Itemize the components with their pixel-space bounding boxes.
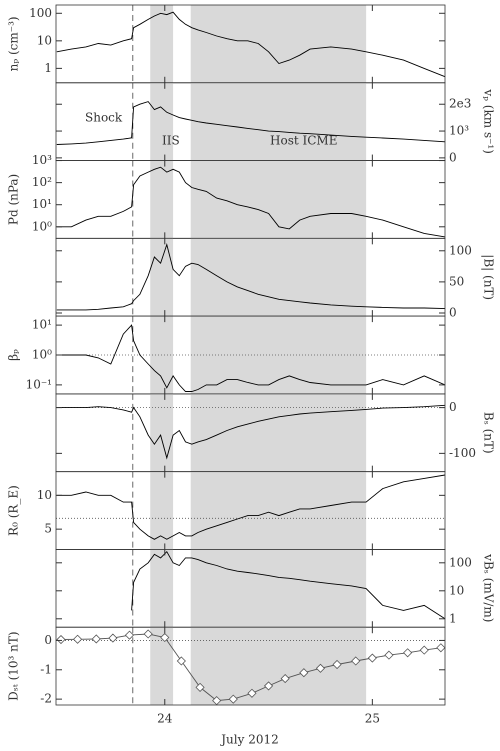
data-marker xyxy=(384,650,394,660)
y-tick-label: 50 xyxy=(449,274,464,288)
x-tick-label: 25 xyxy=(365,712,380,726)
y-tick-label: 100 xyxy=(449,243,472,257)
y-tick-label: 0 xyxy=(449,150,457,164)
y-tick-label: 100 xyxy=(449,555,472,569)
data-marker xyxy=(247,688,257,698)
annotation: Shock xyxy=(85,110,123,124)
data-line xyxy=(56,243,446,311)
y-axis-label: vBₛ (mV/m) xyxy=(482,553,496,622)
shaded-interval xyxy=(190,82,367,161)
data-line xyxy=(56,404,446,460)
data-marker xyxy=(436,643,446,653)
y-axis-label: Dₛₜ (10³ nT) xyxy=(7,631,21,700)
shaded-interval xyxy=(150,5,174,83)
data-marker xyxy=(332,659,342,670)
panel-frame xyxy=(55,626,446,706)
shaded-interval xyxy=(150,160,174,239)
y-tick-label: 10⁰ xyxy=(32,219,52,233)
shaded-interval xyxy=(190,5,367,83)
data-line xyxy=(131,550,446,620)
y-tick-label: 10 xyxy=(37,488,52,502)
annotation: IIS xyxy=(162,134,180,148)
data-marker xyxy=(176,656,186,666)
y-tick-label: 0 xyxy=(449,306,457,320)
y-axis-label: vₚ (km s⁻¹) xyxy=(482,88,496,154)
annotation: Host ICME xyxy=(270,134,337,148)
data-marker xyxy=(403,648,413,658)
data-marker xyxy=(124,630,135,640)
shaded-interval xyxy=(190,238,367,317)
data-marker xyxy=(108,633,118,643)
y-tick-label: 0 xyxy=(449,400,457,414)
data-line xyxy=(56,11,446,78)
y-tick-label: 10⁻¹ xyxy=(26,377,52,391)
data-marker xyxy=(299,668,309,678)
y-tick-label: 10⁰ xyxy=(32,348,52,362)
data-marker xyxy=(228,694,238,704)
shaded-interval xyxy=(150,82,174,161)
shaded-interval xyxy=(150,238,174,317)
data-marker xyxy=(143,629,153,639)
y-tick-label: 0 xyxy=(44,633,52,647)
y-tick-label: 100 xyxy=(29,6,52,20)
data-marker xyxy=(263,681,274,691)
y-tick-label: -2 xyxy=(40,692,52,706)
y-tick-label: 10³ xyxy=(449,124,469,138)
y-tick-label: 10³ xyxy=(32,153,52,167)
data-marker xyxy=(73,634,83,644)
y-tick-label: 10¹ xyxy=(32,197,52,211)
shaded-interval xyxy=(190,471,367,550)
data-marker xyxy=(419,645,429,655)
y-tick-label: -1 xyxy=(40,662,52,676)
data-marker xyxy=(351,656,361,666)
data-line xyxy=(56,324,446,392)
y-axis-label: |B| (nT) xyxy=(482,254,496,300)
shaded-interval xyxy=(150,549,174,628)
y-tick-label: -100 xyxy=(449,446,476,460)
y-axis-label: Bₛ (nT) xyxy=(482,412,496,454)
y-tick-label: 10 xyxy=(37,33,52,47)
data-marker xyxy=(212,696,222,706)
data-line xyxy=(56,166,446,238)
shaded-interval xyxy=(190,160,367,239)
y-axis-label: R₀ (R_E) xyxy=(7,485,21,536)
data-line xyxy=(56,101,446,145)
data-marker xyxy=(367,653,377,663)
y-axis-label: βₚ xyxy=(7,349,21,361)
shaded-interval xyxy=(190,393,367,472)
data-line xyxy=(56,474,446,540)
shaded-interval xyxy=(190,549,367,628)
y-tick-label: 10² xyxy=(32,175,52,189)
x-tick-label: 24 xyxy=(157,712,173,726)
shaded-interval xyxy=(150,627,174,705)
y-tick-label: 10¹ xyxy=(32,318,52,332)
data-marker xyxy=(315,663,326,673)
data-marker xyxy=(56,634,66,645)
y-tick-label: 1 xyxy=(44,61,52,75)
shaded-interval xyxy=(150,393,174,472)
shaded-interval xyxy=(150,471,174,550)
data-marker xyxy=(160,632,170,643)
y-tick-label: 10 xyxy=(449,583,464,597)
x-axis-label: July 2012 xyxy=(219,733,279,747)
data-marker xyxy=(195,682,205,692)
y-tick-label: 2e3 xyxy=(449,97,471,111)
y-axis-label: Pd (nPa) xyxy=(7,174,21,225)
y-axis-label: nₚ (cm⁻³) xyxy=(7,16,21,71)
data-marker xyxy=(280,674,290,684)
data-marker xyxy=(91,634,101,644)
y-tick-label: 5 xyxy=(44,522,52,536)
y-tick-label: 1 xyxy=(449,611,457,625)
